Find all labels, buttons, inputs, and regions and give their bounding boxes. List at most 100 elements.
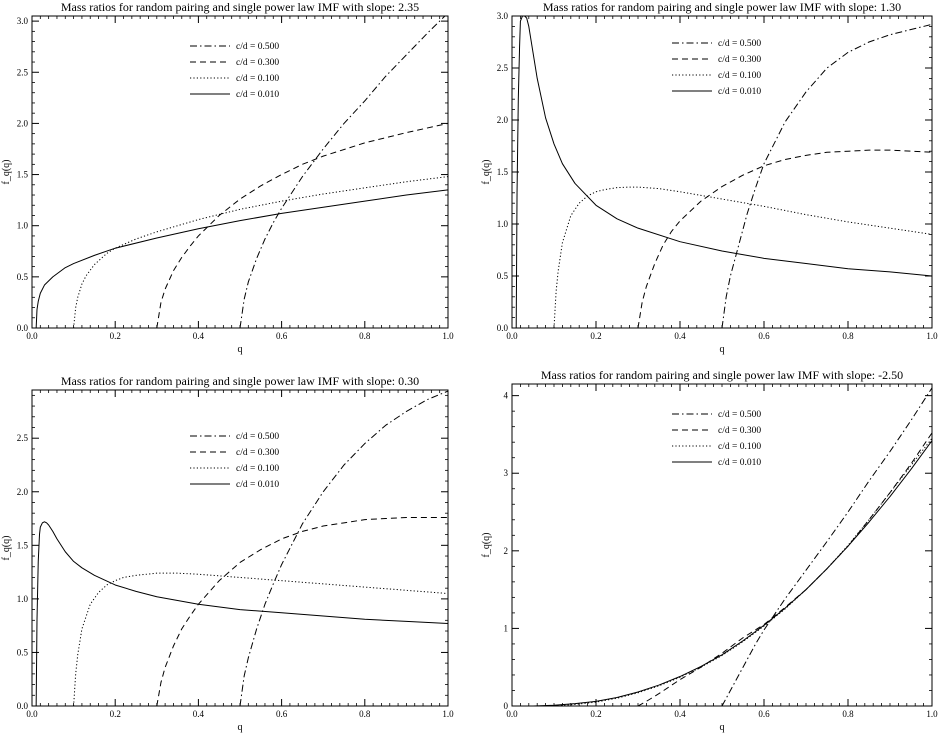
- series-line-solid: [35, 521, 448, 706]
- series-line-dotted: [73, 176, 448, 328]
- y-tick-label: 1.5: [17, 170, 29, 180]
- legend-label: c/d = 0.100: [236, 74, 279, 84]
- x-tick-label: 0.6: [276, 331, 288, 341]
- x-axis-label: q: [238, 722, 243, 733]
- legend-label: c/d = 0.500: [718, 410, 761, 420]
- y-tick-label: 2.0: [17, 118, 29, 128]
- y-tick-label: 1.0: [17, 221, 29, 231]
- series-line-solid: [532, 440, 932, 706]
- legend-label: c/d = 0.500: [236, 42, 279, 52]
- y-tick-label: 0.5: [497, 271, 509, 281]
- y-axis-label: f_q(q): [481, 160, 492, 185]
- x-tick-label: 1.0: [926, 709, 938, 719]
- series-line-solid: [35, 189, 448, 328]
- x-tick-label: 0.8: [842, 709, 854, 719]
- x-tick-label: 1.0: [926, 331, 938, 341]
- y-tick-label: 1.0: [497, 219, 509, 229]
- x-tick-label: 0.0: [26, 709, 38, 719]
- series-line-dashed: [156, 516, 448, 706]
- y-tick-label: 2.5: [17, 433, 29, 443]
- y-tick-label: 0.0: [17, 701, 29, 711]
- x-tick-label: 0.0: [26, 331, 38, 341]
- x-tick-label: 0.8: [359, 331, 371, 341]
- x-tick-label: 0.4: [193, 709, 205, 719]
- y-tick-label: 0.5: [17, 272, 29, 282]
- x-tick-label: 1.0: [442, 709, 454, 719]
- x-tick-label: 0.2: [590, 709, 601, 719]
- x-tick-label: 0.0: [506, 331, 518, 341]
- chart-title: Mass ratios for random pairing and singl…: [61, 0, 419, 14]
- x-tick-label: 0.2: [110, 709, 121, 719]
- legend: c/d = 0.500 c/d = 0.300 c/d = 0.100 c/d = 0…: [672, 39, 761, 97]
- x-tick-label: 0.4: [193, 331, 205, 341]
- y-tick-label: 0.5: [17, 647, 29, 657]
- series-line-solid: [515, 16, 932, 328]
- series-line-dashdot: [239, 390, 448, 706]
- legend: c/d = 0.500 c/d = 0.300 c/d = 0.100 c/d = 0…: [672, 410, 761, 468]
- legend-label: c/d = 0.300: [718, 426, 761, 436]
- y-tick-label: 3.0: [497, 11, 509, 21]
- y-tick-label: 2.0: [17, 487, 29, 497]
- x-tick-label: 0.8: [842, 331, 854, 341]
- x-tick-label: 1.0: [442, 331, 454, 341]
- chart-panel-4: Mass ratios for random pairing and singl…: [481, 368, 938, 733]
- x-tick-label: 0.2: [590, 331, 601, 341]
- y-tick-label: 1.0: [17, 594, 29, 604]
- y-tick-label: 1: [504, 623, 509, 633]
- y-tick-label: 4: [504, 391, 509, 401]
- series-line-dashdot: [721, 387, 932, 706]
- x-tick-label: 0.0: [506, 709, 518, 719]
- series-group: [515, 16, 932, 328]
- series-line-dashdot: [239, 16, 446, 328]
- legend: c/d = 0.500 c/d = 0.300 c/d = 0.100 c/d = 0…: [190, 432, 279, 490]
- series-group: [532, 387, 932, 706]
- y-tick-label: 1.5: [17, 540, 29, 550]
- series-group: [35, 16, 448, 328]
- legend-label: c/d = 0.500: [718, 39, 761, 49]
- x-tick-label: 0.4: [674, 331, 686, 341]
- series-line-dashed: [637, 432, 932, 706]
- chart-title: Mass ratios for random pairing and singl…: [61, 374, 419, 388]
- x-axis-label: q: [720, 344, 725, 355]
- series-line-dotted: [73, 572, 448, 706]
- legend-label: c/d = 0.100: [718, 71, 761, 81]
- legend-label: c/d = 0.500: [236, 432, 279, 442]
- legend-label: c/d = 0.300: [236, 448, 279, 458]
- chart-panel-1: Mass ratios for random pairing and singl…: [1, 0, 454, 355]
- x-tick-label: 0.6: [758, 709, 770, 719]
- x-tick-label: 0.4: [674, 709, 686, 719]
- y-axis-label: f_q(q): [1, 160, 12, 185]
- series-line-dashed: [637, 149, 932, 328]
- y-tick-label: 2.0: [497, 115, 509, 125]
- y-tick-label: 0: [504, 701, 509, 711]
- series-line-dashed: [156, 122, 448, 328]
- legend-label: c/d = 0.300: [718, 55, 761, 65]
- y-axis-label: f_q(q): [481, 533, 492, 558]
- legend-label: c/d = 0.300: [236, 58, 279, 68]
- legend-label: c/d = 0.100: [718, 442, 761, 452]
- legend-label: c/d = 0.100: [236, 464, 279, 474]
- y-tick-label: 3.0: [17, 16, 29, 26]
- chart-title: Mass ratios for random pairing and singl…: [541, 368, 903, 382]
- chart-panel-3: Mass ratios for random pairing and singl…: [1, 374, 454, 733]
- legend-label: c/d = 0.010: [236, 480, 279, 490]
- x-tick-label: 0.6: [758, 331, 770, 341]
- y-tick-label: 1.5: [497, 167, 509, 177]
- y-tick-label: 2.5: [497, 63, 509, 73]
- series-line-dotted: [553, 186, 932, 328]
- legend-label: c/d = 0.010: [236, 90, 279, 100]
- x-axis-label: q: [238, 344, 243, 355]
- y-tick-label: 2: [504, 546, 509, 556]
- y-tick-label: 0.0: [497, 323, 509, 333]
- x-tick-label: 0.6: [276, 709, 288, 719]
- x-tick-label: 0.8: [359, 709, 371, 719]
- chart-title: Mass ratios for random pairing and singl…: [543, 0, 901, 14]
- y-axis-label: f_q(q): [1, 536, 12, 561]
- x-tick-label: 0.2: [110, 331, 121, 341]
- legend-label: c/d = 0.010: [718, 87, 761, 97]
- y-tick-label: 0.0: [17, 323, 29, 333]
- x-axis-label: q: [720, 722, 725, 733]
- legend-label: c/d = 0.010: [718, 458, 761, 468]
- y-tick-label: 3: [504, 468, 509, 478]
